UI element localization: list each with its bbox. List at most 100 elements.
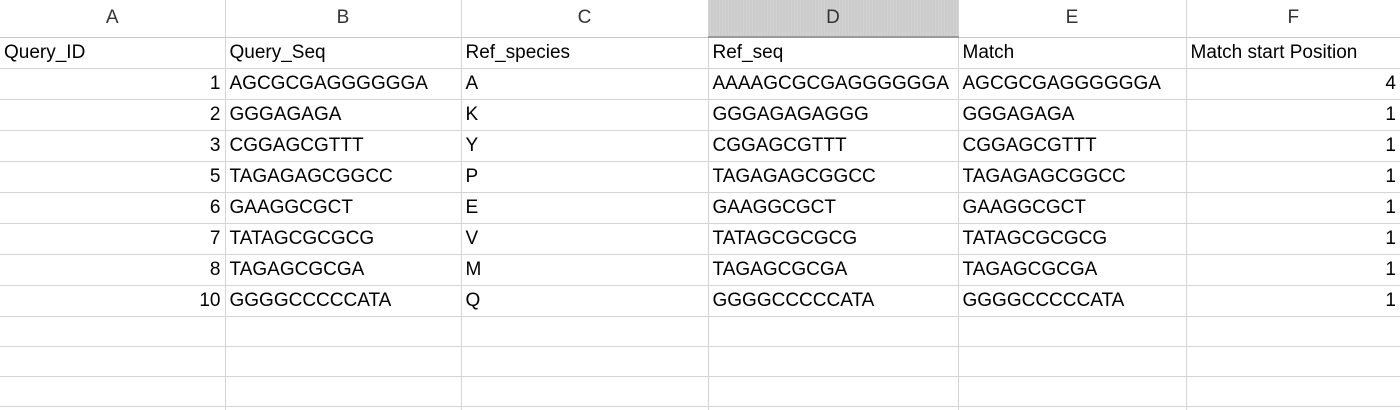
cell[interactable] [708, 346, 959, 377]
cell[interactable]: 2 [0, 99, 226, 131]
cell[interactable]: Q [461, 285, 709, 317]
column-header-e[interactable]: E [958, 0, 1187, 38]
table-row: 6 GAAGGCGCT E GAAGGCGCT GAAGGCGCT 1 [0, 192, 1400, 224]
column-header-b[interactable]: B [225, 0, 462, 38]
header-cell[interactable]: Query_Seq [225, 37, 462, 69]
table-row: 8 TAGAGCGCGA M TAGAGCGCGA TAGAGCGCGA 1 [0, 254, 1400, 286]
empty-row [0, 376, 1400, 407]
header-cell[interactable]: Query_ID [0, 37, 226, 69]
cell[interactable]: 1 [1186, 223, 1400, 255]
column-header-d[interactable]: D [708, 0, 959, 38]
cell[interactable]: E [461, 192, 709, 224]
cell[interactable]: GGGAGAGA [225, 99, 462, 131]
cell[interactable]: V [461, 223, 709, 255]
cell[interactable] [0, 376, 226, 407]
header-cell[interactable]: Match start Position [1186, 37, 1400, 69]
table-row: Query_ID Query_Seq Ref_species Ref_seq Match… [0, 37, 1400, 69]
cell[interactable]: 1 [1186, 192, 1400, 224]
cell[interactable]: GAAGGCGCT [225, 192, 462, 224]
cell[interactable]: AGCGCGAGGGGGGA [958, 68, 1187, 100]
cell[interactable]: 7 [0, 223, 226, 255]
cell[interactable]: Y [461, 130, 709, 162]
cell[interactable]: AAAAGCGCGAGGGGGGA [708, 68, 959, 100]
cell[interactable]: CGGAGCGTTT [225, 130, 462, 162]
table-row: 7 TATAGCGCGCG V TATAGCGCGCG TATAGCGCGCG 1 [0, 223, 1400, 255]
cell[interactable]: TAGAGAGCGGCC [958, 161, 1187, 193]
table-row: 2 GGGAGAGA K GGGAGAGAGGG GGGAGAGA 1 [0, 99, 1400, 131]
cell[interactable]: GGGGCCCCCATA [958, 285, 1187, 317]
cell[interactable]: TATAGCGCGCG [708, 223, 959, 255]
empty-row [0, 406, 1400, 410]
cell[interactable]: TAGAGAGCGGCC [708, 161, 959, 193]
cell[interactable] [225, 316, 462, 347]
cell[interactable]: K [461, 99, 709, 131]
cell[interactable] [461, 346, 709, 377]
cell[interactable]: 1 [1186, 285, 1400, 317]
cell[interactable]: 5 [0, 161, 226, 193]
cell[interactable]: A [461, 68, 709, 100]
cell[interactable] [708, 376, 959, 407]
cell[interactable]: 1 [1186, 254, 1400, 286]
table-row: 3 CGGAGCGTTT Y CGGAGCGTTT CGGAGCGTTT 1 [0, 130, 1400, 162]
cell[interactable]: 6 [0, 192, 226, 224]
cell[interactable]: GAAGGCGCT [708, 192, 959, 224]
cell[interactable] [0, 316, 226, 347]
cell[interactable]: TAGAGAGCGGCC [225, 161, 462, 193]
empty-row [0, 346, 1400, 377]
column-header-c[interactable]: C [461, 0, 709, 38]
column-header-f[interactable]: F [1186, 0, 1400, 38]
column-header-a[interactable]: A [0, 0, 226, 38]
cell[interactable] [225, 346, 462, 377]
cell[interactable] [708, 406, 959, 410]
cell[interactable]: GGGGCCCCCATA [708, 285, 959, 317]
cell[interactable]: TAGAGCGCGA [958, 254, 1187, 286]
cell[interactable]: P [461, 161, 709, 193]
cell[interactable]: 1 [1186, 99, 1400, 131]
cell[interactable]: 8 [0, 254, 226, 286]
cell[interactable]: TATAGCGCGCG [225, 223, 462, 255]
cell[interactable]: M [461, 254, 709, 286]
cell[interactable] [958, 406, 1187, 410]
header-cell[interactable]: Match [958, 37, 1187, 69]
cell[interactable] [1186, 406, 1400, 410]
cell[interactable] [225, 376, 462, 407]
cell[interactable] [958, 316, 1187, 347]
cell[interactable]: TATAGCGCGCG [958, 223, 1187, 255]
cell[interactable] [461, 316, 709, 347]
cell[interactable] [0, 346, 226, 377]
cell[interactable] [1186, 346, 1400, 377]
cell[interactable] [1186, 376, 1400, 407]
header-cell[interactable]: Ref_species [461, 37, 709, 69]
cell[interactable]: GGGAGAGAGGG [708, 99, 959, 131]
cell[interactable]: GGGGCCCCCATA [225, 285, 462, 317]
cell[interactable]: AGCGCGAGGGGGGA [225, 68, 462, 100]
cell[interactable] [708, 316, 959, 347]
header-cell[interactable]: Ref_seq [708, 37, 959, 69]
cell[interactable] [225, 406, 462, 410]
cell[interactable] [958, 376, 1187, 407]
cell[interactable]: GAAGGCGCT [958, 192, 1187, 224]
cell[interactable]: 3 [0, 130, 226, 162]
table-row: 5 TAGAGAGCGGCC P TAGAGAGCGGCC TAGAGAGCGGCC 1 [0, 161, 1400, 193]
cell[interactable]: 4 [1186, 68, 1400, 100]
cell[interactable]: 10 [0, 285, 226, 317]
cell[interactable]: 1 [1186, 161, 1400, 193]
cell[interactable]: 1 [1186, 130, 1400, 162]
table-row: 1 AGCGCGAGGGGGGA A AAAAGCGCGAGGGGGGA AGCGCGA… [0, 68, 1400, 100]
cell[interactable]: CGGAGCGTTT [708, 130, 959, 162]
cell[interactable] [461, 376, 709, 407]
cell[interactable] [461, 406, 709, 410]
cell[interactable]: GGGAGAGA [958, 99, 1187, 131]
cell[interactable] [0, 406, 226, 410]
empty-row [0, 316, 1400, 347]
cell[interactable]: TAGAGCGCGA [708, 254, 959, 286]
cell[interactable]: 1 [0, 68, 226, 100]
table-row: 10 GGGGCCCCCATA Q GGGGCCCCCATA GGGGCCCCCATA 1 [0, 285, 1400, 317]
cell[interactable]: TAGAGCGCGA [225, 254, 462, 286]
cell[interactable]: CGGAGCGTTT [958, 130, 1187, 162]
cell[interactable] [1186, 316, 1400, 347]
cell[interactable] [958, 346, 1187, 377]
